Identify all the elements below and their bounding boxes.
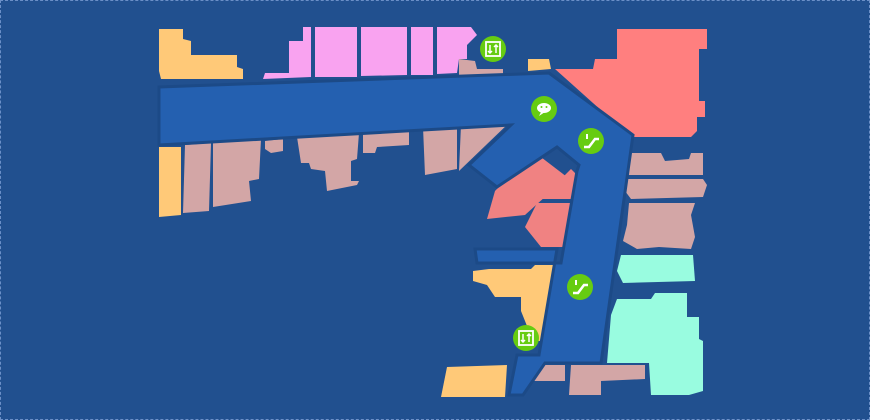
store[interactable] (569, 365, 645, 395)
store[interactable] (183, 143, 211, 213)
store[interactable] (623, 203, 695, 249)
store[interactable] (459, 121, 511, 171)
store[interactable] (213, 139, 261, 207)
escalator-icon (573, 280, 588, 295)
store[interactable] (297, 133, 359, 191)
red-stores (487, 151, 579, 247)
store[interactable] (441, 365, 507, 397)
store[interactable] (541, 169, 579, 199)
store[interactable] (528, 59, 551, 71)
rose-stores (183, 59, 707, 395)
store[interactable] (315, 27, 357, 77)
corridor[interactable] (157, 71, 635, 397)
store[interactable] (411, 27, 433, 75)
store[interactable] (159, 147, 181, 217)
poi-elevator[interactable] (480, 36, 506, 62)
poi-escalator[interactable] (578, 128, 604, 154)
escalator-icon (584, 134, 599, 149)
store[interactable] (525, 203, 571, 247)
chat-icon (537, 103, 551, 116)
store[interactable] (265, 139, 283, 153)
store[interactable] (473, 265, 557, 341)
store[interactable] (627, 153, 703, 175)
poi-elevator[interactable] (513, 325, 539, 351)
store[interactable] (437, 27, 477, 74)
poi-escalator[interactable] (567, 274, 593, 300)
elevator-icon (485, 41, 501, 57)
pink-stores (263, 27, 477, 79)
store[interactable] (363, 129, 409, 153)
store-salmon-large[interactable] (555, 29, 707, 137)
yellow-stores (159, 29, 557, 397)
store[interactable] (617, 255, 695, 283)
store[interactable] (159, 29, 243, 79)
store[interactable] (625, 179, 707, 199)
store[interactable] (423, 125, 457, 175)
mint-stores (607, 255, 703, 395)
store[interactable] (361, 27, 407, 76)
store[interactable] (607, 293, 703, 395)
elevator-icon (518, 330, 534, 346)
poi-service[interactable] (531, 96, 557, 122)
store[interactable] (459, 59, 503, 75)
store[interactable] (487, 151, 567, 219)
store[interactable] (263, 27, 311, 79)
